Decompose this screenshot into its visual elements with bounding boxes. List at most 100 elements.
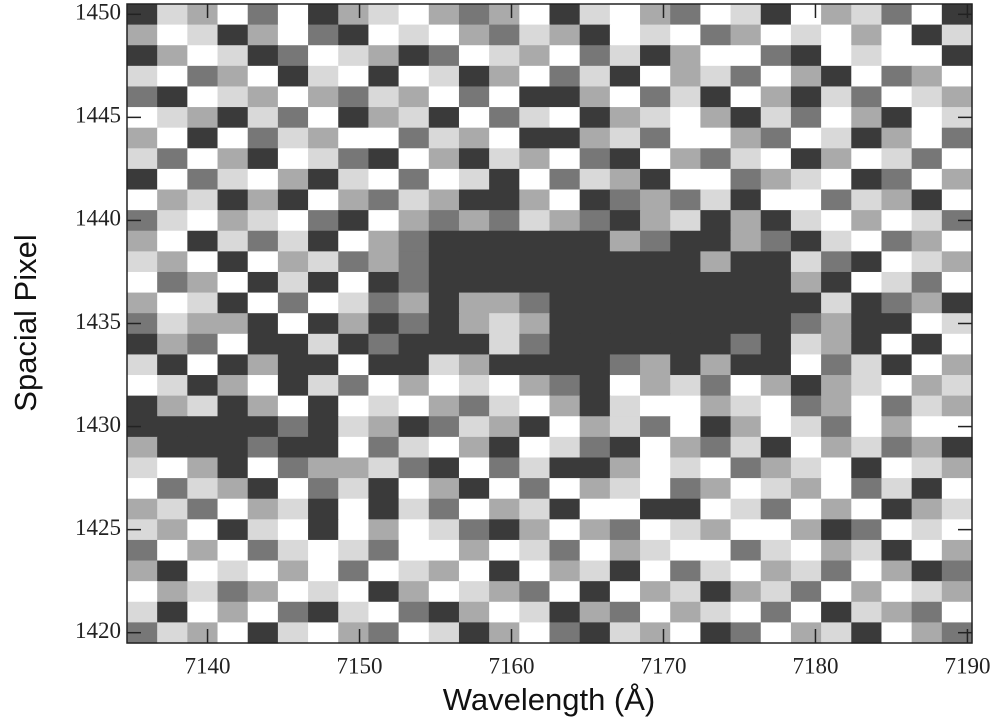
- heat-cell: [790, 86, 822, 108]
- heat-cell: [790, 436, 822, 459]
- y-tick-label: 1420: [75, 618, 121, 643]
- y-tick-label: 1450: [75, 0, 121, 25]
- heat-cell: [398, 107, 430, 129]
- heat-cell: [187, 416, 219, 438]
- heat-cell: [640, 65, 671, 88]
- heat-cell: [911, 24, 943, 46]
- heat-cell: [911, 251, 943, 273]
- heat-cell: [549, 189, 581, 211]
- heat-cell: [308, 107, 339, 129]
- heat-cell: [549, 127, 581, 149]
- heat-cell: [489, 230, 520, 252]
- heat-cell: [519, 127, 551, 149]
- heat-cell: [368, 86, 400, 108]
- heat-cell: [428, 313, 460, 335]
- heat-cell: [609, 86, 641, 108]
- heat-cell: [790, 333, 822, 356]
- heat-cell: [609, 65, 641, 88]
- heat-cell: [187, 292, 219, 314]
- heat-cell: [338, 86, 370, 108]
- heat-cell: [127, 519, 158, 541]
- heat-cell: [519, 24, 551, 46]
- heat-cell: [851, 86, 883, 108]
- heat-cell: [579, 354, 611, 376]
- heat-cell: [911, 539, 943, 562]
- heat-cell: [338, 251, 370, 273]
- heat-cell: [519, 539, 551, 562]
- heat-cell: [519, 395, 551, 417]
- heat-cell: [640, 581, 671, 603]
- heat-cell: [549, 436, 581, 459]
- heat-cell: [851, 45, 883, 67]
- heat-cell: [821, 86, 852, 108]
- heat-cell: [881, 354, 913, 376]
- heat-cell: [398, 601, 430, 623]
- heat-cell: [911, 436, 943, 459]
- heat-cell: [157, 86, 188, 108]
- heat-cell: [368, 65, 400, 88]
- heat-cell: [821, 622, 852, 644]
- heat-cell: [609, 416, 641, 438]
- heat-cell: [398, 86, 430, 108]
- heat-cell: [941, 581, 973, 603]
- heat-cell: [368, 622, 400, 644]
- heat-cell: [911, 395, 943, 417]
- heat-cell: [941, 271, 973, 294]
- heat-cell: [911, 271, 943, 294]
- heat-cell: [579, 539, 611, 562]
- heat-cell: [760, 560, 792, 582]
- heat-cell: [640, 519, 671, 541]
- heat-cell: [700, 168, 732, 191]
- heat-cell: [549, 354, 581, 376]
- heat-cell: [338, 313, 370, 335]
- heat-cell: [579, 457, 611, 479]
- heat-cell: [821, 168, 852, 191]
- heat-cell: [911, 230, 943, 252]
- heat-cell: [187, 148, 219, 170]
- heat-cell: [911, 478, 943, 500]
- heat-cell: [308, 354, 339, 376]
- heat-cell: [760, 313, 792, 335]
- heat-cell: [458, 168, 490, 191]
- heat-cell: [428, 24, 460, 46]
- heat-cell: [760, 4, 792, 26]
- heat-cell: [911, 45, 943, 67]
- heat-cell: [790, 498, 822, 520]
- heat-cell: [187, 581, 219, 603]
- heat-cell: [157, 230, 188, 252]
- heat-cell: [338, 581, 370, 603]
- heat-cell: [549, 148, 581, 170]
- heat-cell: [549, 45, 581, 67]
- heat-cell: [911, 210, 943, 232]
- heat-cell: [519, 107, 551, 129]
- heat-cell: [549, 210, 581, 232]
- heat-cell: [157, 622, 188, 644]
- heat-cell: [730, 560, 762, 582]
- y-tick-label: 1440: [75, 206, 121, 231]
- heat-cell: [670, 4, 701, 26]
- heat-cell: [277, 416, 309, 438]
- heat-cell: [700, 478, 732, 500]
- heat-cell: [670, 292, 701, 314]
- heat-cell: [277, 107, 309, 129]
- heat-cell: [609, 581, 641, 603]
- heat-cell: [308, 333, 339, 356]
- heat-cell: [790, 24, 822, 46]
- heat-cell: [247, 4, 279, 26]
- heat-cell: [881, 210, 913, 232]
- heat-cell: [187, 313, 219, 335]
- heat-cell: [368, 45, 400, 67]
- heat-cell: [277, 251, 309, 273]
- heat-cell: [187, 395, 219, 417]
- heat-cell: [458, 210, 490, 232]
- heat-cell: [368, 581, 400, 603]
- heat-cell: [640, 148, 671, 170]
- heat-cell: [489, 498, 520, 520]
- heat-cell: [308, 292, 339, 314]
- heat-cell: [549, 581, 581, 603]
- heat-cell: [338, 127, 370, 149]
- heat-cell: [489, 416, 520, 438]
- heat-cell: [428, 148, 460, 170]
- heat-cell: [308, 230, 339, 252]
